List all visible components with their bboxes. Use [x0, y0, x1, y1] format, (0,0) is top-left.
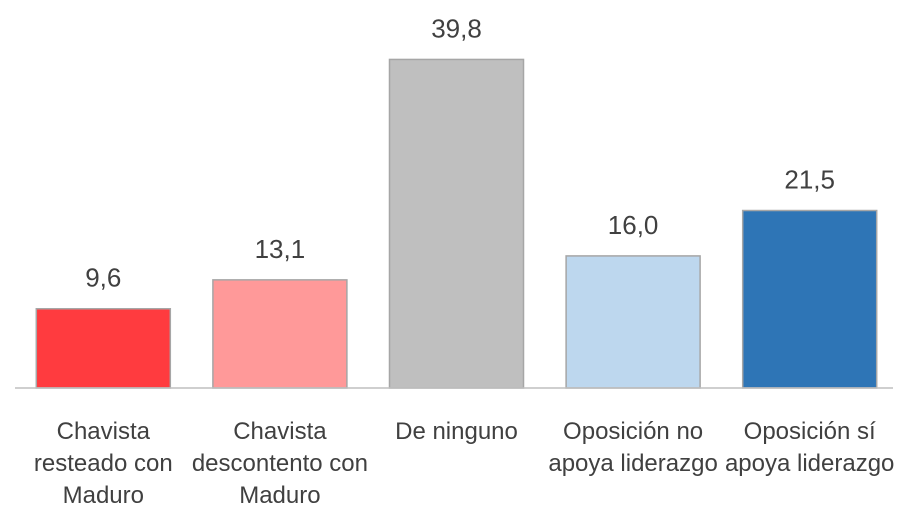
- data-label: 9,6: [85, 263, 121, 293]
- x-tick-label: Chavista descontento con Maduro: [191, 418, 368, 509]
- bar: [565, 255, 701, 389]
- bar: [35, 307, 172, 389]
- data-label: 13,1: [255, 234, 306, 264]
- data-label: 39,8: [431, 13, 482, 43]
- bar: [741, 209, 878, 389]
- x-tick-label: Oposición sí apoya liderazgo: [724, 418, 895, 477]
- data-label: 16,0: [608, 210, 659, 240]
- bar: [388, 58, 525, 389]
- x-tick-label: Chavista resteado con Maduro: [33, 418, 173, 509]
- x-tick-label: De ninguno: [395, 418, 518, 445]
- x-tick-label: Oposición no apoya liderazgo: [548, 418, 718, 477]
- bar: [212, 279, 348, 389]
- data-label: 21,5: [784, 165, 835, 195]
